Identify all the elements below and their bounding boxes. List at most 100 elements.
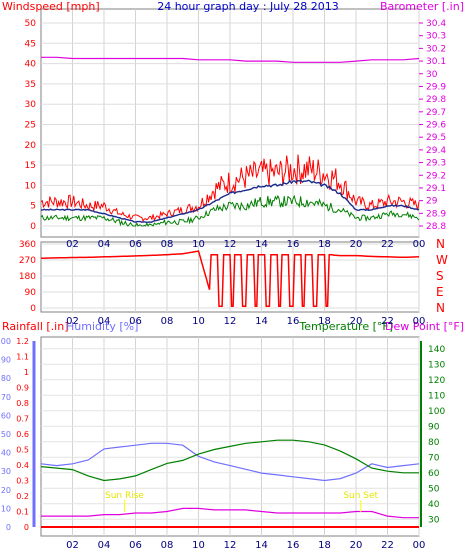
series-temperature-line xyxy=(40,439,419,482)
hour-tick-label: 04 xyxy=(98,239,111,250)
series-barometer-line xyxy=(41,56,420,63)
speed-tick-label: 35 xyxy=(25,80,36,90)
humidity-tick-label: 60 xyxy=(1,411,11,420)
direction-tick-label: 270 xyxy=(19,256,36,266)
compass-letter: N xyxy=(436,237,445,251)
compass-letter: N xyxy=(436,301,445,315)
series-average-line xyxy=(40,179,420,224)
humidity-tick-label: 10 xyxy=(1,504,11,513)
baro-tick-label: 29.5 xyxy=(426,133,446,143)
hour-tick-label: 02 xyxy=(66,316,79,327)
humidity-axis-title: Humidity [%] xyxy=(66,320,138,333)
series-dewpoint-line xyxy=(41,507,419,519)
hour-tick-label: 12 xyxy=(224,239,237,250)
humidity-tick-label: 20 xyxy=(1,486,11,495)
humidity-tick-label: 40 xyxy=(1,449,11,458)
hour-tick-label: 16 xyxy=(287,540,300,551)
direction-tick-label: 90 xyxy=(25,288,37,298)
baro-tick-label: 29.9 xyxy=(426,82,446,92)
rain-tick-label: 0.6 xyxy=(16,430,29,439)
hour-tick-label: 00 xyxy=(413,316,426,327)
baro-tick-label: 30.3 xyxy=(426,32,446,42)
baro-tick-label: 29.3 xyxy=(426,159,446,169)
direction-tick-label: 360 xyxy=(19,240,36,250)
humidity-tick-label: 90 xyxy=(1,356,11,365)
hour-tick-label: 20 xyxy=(350,540,363,551)
hour-tick-label: 22 xyxy=(381,239,394,250)
wind-axis-title: Windspeed [mph] xyxy=(2,0,100,13)
rain-tick-label: 0.8 xyxy=(16,399,29,408)
hour-tick-label: 14 xyxy=(255,316,268,327)
compass-letter: E xyxy=(436,285,444,299)
hour-tick-label: 04 xyxy=(98,540,111,551)
baro-tick-label: 28.8 xyxy=(426,222,446,232)
temperature-tick-label: 90 xyxy=(428,422,440,432)
speed-tick-label: 25 xyxy=(25,121,36,131)
speed-tick-label: 50 xyxy=(25,19,37,29)
temperature-tick-label: 60 xyxy=(428,469,440,479)
speed-tick-label: 45 xyxy=(25,39,36,49)
hour-tick-label: 22 xyxy=(381,540,394,551)
humidity-tick-label: 70 xyxy=(1,393,11,402)
temperature-tick-label: 140 xyxy=(428,345,445,355)
speed-tick-label: 5 xyxy=(30,202,36,212)
dewpoint-axis-title: Dew Point [°F] xyxy=(385,320,464,333)
hour-tick-label: 20 xyxy=(350,239,363,250)
temperature-tick-label: 30 xyxy=(428,515,440,525)
humidity-tick-label: 50 xyxy=(1,430,11,439)
hour-tick-label: 06 xyxy=(129,239,142,250)
rain-tick-label: 0.4 xyxy=(16,461,29,470)
speed-tick-label: 0 xyxy=(30,222,36,232)
hour-tick-label: 10 xyxy=(192,540,205,551)
axis-labels: 0202020404040606060808081010101212121414… xyxy=(0,19,448,551)
hour-tick-label: 14 xyxy=(255,540,268,551)
hour-tick-label: 12 xyxy=(224,316,237,327)
baro-tick-label: 29.8 xyxy=(426,95,446,105)
hour-tick-label: 00 xyxy=(413,540,426,551)
series-direction-line xyxy=(41,250,420,307)
rain-tick-label: 0.5 xyxy=(16,446,29,455)
barometer-axis-title: Barometer [.in] xyxy=(380,0,464,13)
speed-tick-label: 20 xyxy=(25,141,37,151)
temperature-tick-label: 110 xyxy=(428,391,445,401)
speed-tick-label: 15 xyxy=(25,161,36,171)
hour-tick-label: 18 xyxy=(318,540,331,551)
compass-letter: S xyxy=(436,269,444,283)
speed-tick-label: 30 xyxy=(25,100,37,110)
series-wind-line xyxy=(40,194,420,228)
rain-tick-label: 0 xyxy=(24,523,29,532)
baro-tick-label: 29.6 xyxy=(426,121,446,131)
baro-tick-label: 30.2 xyxy=(426,44,446,54)
temperature-tick-label: 40 xyxy=(428,500,440,510)
rain-tick-label: 0.2 xyxy=(16,492,29,501)
sun-markers: Sun Rise Sun Set xyxy=(105,491,379,512)
speed-tick-label: 40 xyxy=(25,60,37,70)
data-series xyxy=(40,56,420,528)
hour-tick-label: 18 xyxy=(318,316,331,327)
hour-tick-label: 20 xyxy=(350,316,363,327)
temperature-tick-label: 100 xyxy=(428,407,445,417)
hour-tick-label: 08 xyxy=(161,239,174,250)
compass-letter: W xyxy=(436,253,448,267)
rain-tick-label: 1.2 xyxy=(16,337,29,346)
baro-tick-label: 29.1 xyxy=(426,184,446,194)
humidity-tick-label: 0 xyxy=(6,523,11,532)
hour-tick-label: 16 xyxy=(287,239,300,250)
series-humidity-line xyxy=(40,442,420,482)
baro-tick-label: 30 xyxy=(426,70,438,80)
temperature-axis-title: Temperature [°F] xyxy=(298,320,393,333)
hour-tick-label: 12 xyxy=(224,540,237,551)
hour-tick-label: 18 xyxy=(318,239,331,250)
humidity-tick-label: 100 xyxy=(0,337,11,346)
hour-tick-label: 14 xyxy=(255,239,268,250)
baro-tick-label: 29.2 xyxy=(426,171,446,181)
hour-tick-label: 02 xyxy=(66,239,79,250)
rain-tick-label: 0.3 xyxy=(16,477,29,486)
baro-tick-label: 30.4 xyxy=(426,19,446,29)
temperature-tick-label: 130 xyxy=(428,360,445,370)
baro-tick-label: 30.1 xyxy=(426,57,446,67)
hour-tick-label: 10 xyxy=(192,316,205,327)
rain-tick-label: 1 xyxy=(24,368,29,377)
rain-tick-label: 1.1 xyxy=(16,353,29,362)
